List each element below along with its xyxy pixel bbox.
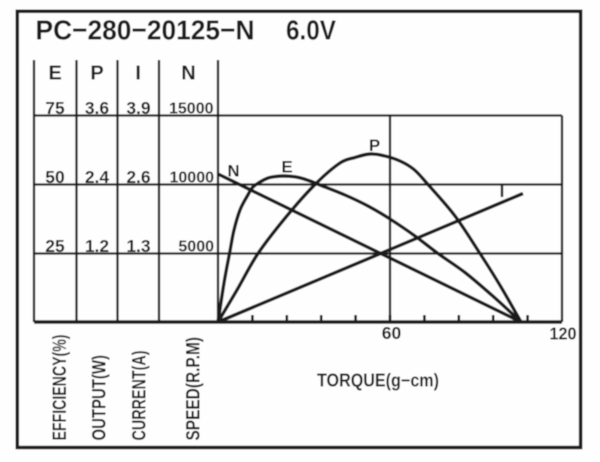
svg-text:TORQUE(g−cm): TORQUE(g−cm) (317, 370, 439, 391)
svg-text:CURRENT(A): CURRENT(A) (129, 351, 151, 441)
svg-text:1.3: 1.3 (126, 236, 151, 256)
svg-text:I: I (135, 63, 141, 85)
svg-text:50: 50 (45, 167, 65, 187)
svg-text:25: 25 (45, 236, 65, 256)
svg-text:2.6: 2.6 (126, 167, 151, 187)
svg-text:120: 120 (550, 324, 577, 344)
svg-text:1.2: 1.2 (85, 236, 110, 256)
svg-text:E: E (281, 158, 292, 177)
svg-text:N: N (181, 63, 195, 85)
svg-text:PC−280−20125−N: PC−280−20125−N (36, 15, 255, 46)
svg-text:6.0V: 6.0V (286, 15, 336, 46)
svg-text:2.4: 2.4 (85, 167, 110, 187)
svg-text:P: P (90, 63, 103, 85)
svg-text:OUTPUT(W): OUTPUT(W) (89, 355, 111, 441)
svg-text:5000: 5000 (178, 239, 214, 256)
svg-text:E: E (49, 63, 62, 85)
svg-text:60: 60 (382, 323, 402, 343)
svg-text:EFFICIENCY(%): EFFICIENCY(%) (49, 335, 71, 441)
svg-text:SPEED(R.P.M): SPEED(R.P.M) (182, 337, 204, 441)
svg-text:P: P (369, 136, 380, 155)
svg-text:N: N (227, 162, 239, 181)
svg-text:3.6: 3.6 (85, 98, 110, 118)
svg-text:75: 75 (45, 98, 65, 118)
svg-text:I: I (500, 182, 505, 201)
svg-text:15000: 15000 (169, 101, 214, 118)
svg-text:3.9: 3.9 (126, 98, 151, 118)
svg-text:10000: 10000 (170, 170, 215, 187)
